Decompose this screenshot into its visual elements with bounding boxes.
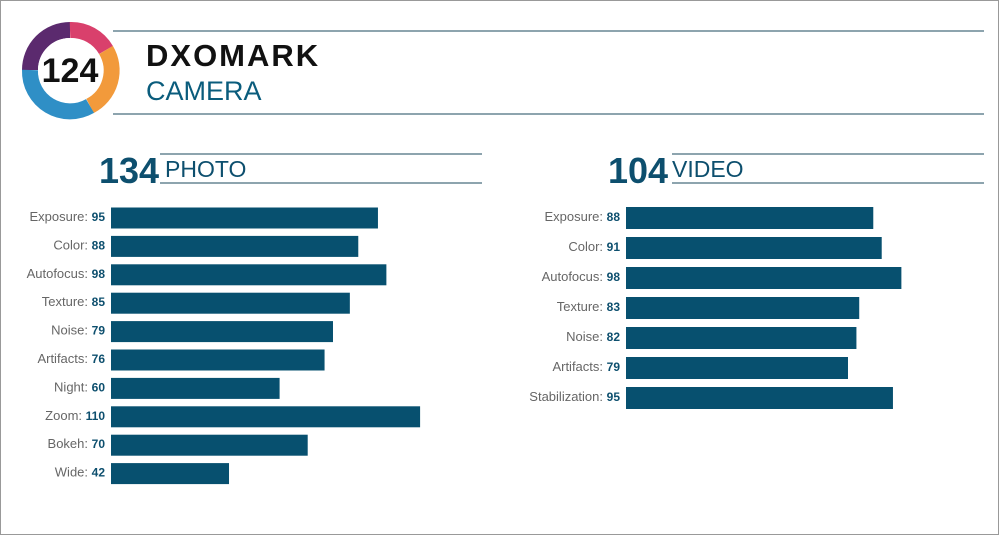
category-label: Stabilization: — [529, 389, 603, 404]
category-label: Texture: — [557, 299, 603, 314]
category-label: Noise: — [566, 329, 603, 344]
value-label: 98 — [92, 267, 106, 281]
bar-label: Noise: 82 — [566, 329, 620, 344]
category-label: Wide: — [55, 465, 88, 480]
bar-label: Autofocus: 98 — [27, 266, 106, 281]
value-label: 70 — [92, 437, 106, 451]
value-label: 95 — [92, 210, 106, 224]
bar — [626, 327, 857, 349]
bar — [111, 264, 387, 286]
category-label: Exposure: — [29, 209, 88, 224]
category-label: Texture: — [42, 295, 88, 310]
bar — [626, 357, 848, 379]
bar — [626, 207, 874, 229]
bar-label: Color: 88 — [53, 238, 105, 253]
section-score: 104 — [608, 150, 668, 191]
logo: 124 — [22, 22, 120, 120]
bar-label: Zoom: 110 — [45, 408, 105, 423]
bar — [111, 406, 421, 428]
category-label: Artifacts: — [37, 351, 88, 366]
bar — [111, 207, 378, 229]
value-label: 79 — [92, 324, 106, 338]
section-score: 134 — [99, 150, 159, 191]
category-label: Autofocus: — [27, 266, 88, 281]
bar-label: Texture: 85 — [42, 295, 106, 310]
value-label: 82 — [607, 330, 621, 344]
value-label: 88 — [607, 210, 621, 224]
bar — [626, 387, 893, 409]
value-label: 95 — [607, 390, 621, 404]
bar-label: Autofocus: 98 — [542, 269, 621, 284]
bar-label: Exposure: 95 — [29, 209, 105, 224]
bar-label: Artifacts: 79 — [552, 359, 620, 374]
brand: DXOMARK — [146, 38, 320, 73]
category-label: Exposure: — [544, 209, 603, 224]
bar — [626, 297, 860, 319]
value-label: 60 — [92, 381, 106, 395]
category-label: Bokeh: — [48, 437, 88, 452]
bar — [111, 377, 280, 399]
bar — [111, 235, 359, 257]
bar — [111, 292, 350, 314]
bar — [111, 463, 230, 485]
value-label: 85 — [92, 295, 106, 309]
bar-label: Wide: 42 — [55, 465, 106, 480]
bar — [626, 267, 902, 289]
category-label: Night: — [54, 380, 88, 395]
value-label: 98 — [607, 270, 621, 284]
section-title: VIDEO — [672, 156, 744, 182]
product: CAMERA — [146, 76, 262, 106]
category-label: Color: — [568, 239, 603, 254]
bar — [626, 237, 882, 259]
category-label: Zoom: — [45, 408, 82, 423]
bar-label: Noise: 79 — [51, 323, 105, 338]
bar-label: Color: 91 — [568, 239, 620, 254]
value-label: 110 — [86, 409, 106, 423]
category-label: Autofocus: — [542, 269, 603, 284]
category-label: Noise: — [51, 323, 88, 338]
bar-label: Texture: 83 — [557, 299, 621, 314]
section-title: PHOTO — [165, 156, 246, 182]
overall-score: 124 — [42, 52, 99, 90]
category-label: Artifacts: — [552, 359, 603, 374]
value-label: 91 — [607, 240, 621, 254]
bar-label: Night: 60 — [54, 380, 105, 395]
bar — [111, 349, 325, 371]
value-label: 88 — [92, 239, 106, 253]
value-label: 83 — [607, 300, 621, 314]
value-label: 76 — [92, 352, 106, 366]
bar-label: Stabilization: 95 — [529, 389, 620, 404]
bar-label: Exposure: 88 — [544, 209, 620, 224]
bar-label: Artifacts: 76 — [37, 351, 105, 366]
category-label: Color: — [53, 238, 88, 253]
bar-label: Bokeh: 70 — [48, 437, 106, 452]
value-label: 79 — [607, 360, 621, 374]
value-label: 42 — [92, 466, 106, 480]
bar — [111, 321, 333, 343]
bar — [111, 434, 308, 456]
